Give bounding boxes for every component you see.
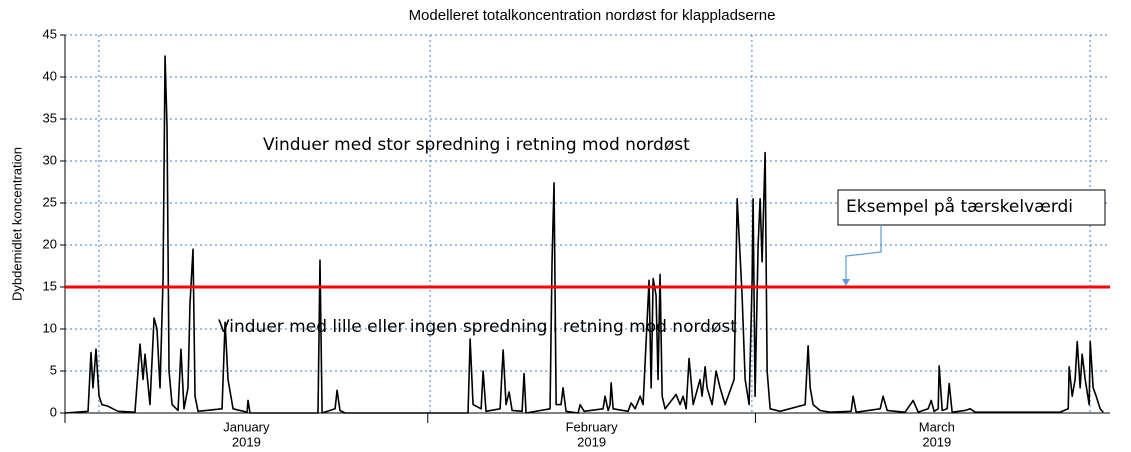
y-tick-label: 35: [43, 110, 57, 125]
y-tick-label: 45: [43, 26, 57, 41]
y-tick-label: 15: [43, 278, 57, 293]
annotation-arrow: [845, 225, 882, 281]
x-tick-label: January: [223, 419, 270, 434]
y-tick-label: 10: [43, 320, 57, 335]
x-tick-sublabel: 2019: [232, 434, 261, 449]
annotation-box: [837, 189, 1106, 226]
y-tick-label: 20: [43, 236, 57, 251]
x-tick-label: March: [919, 419, 955, 434]
y-axis-label: Dybdemidlet koncentration: [9, 147, 24, 301]
annotation: Eksempel på tærskelværdi: [846, 196, 1073, 217]
x-tick-sublabel: 2019: [922, 434, 951, 449]
y-tick-label: 0: [50, 404, 57, 419]
data-line: [64, 55, 1104, 414]
arrow-head: [842, 279, 850, 286]
chart-title: Modelleret totalkoncentration nordøst fo…: [409, 7, 776, 24]
annotation: Vinduer med lille eller ingen spredning …: [218, 317, 737, 337]
y-tick-label: 40: [43, 68, 57, 83]
y-tick-label: 5: [50, 362, 57, 377]
y-tick-label: 30: [43, 152, 57, 167]
x-tick-sublabel: 2019: [577, 434, 606, 449]
x-tick-label: February: [566, 419, 619, 434]
y-tick-label: 25: [43, 194, 57, 209]
annotation: Vinduer med stor spredning i retning mod…: [263, 135, 690, 155]
